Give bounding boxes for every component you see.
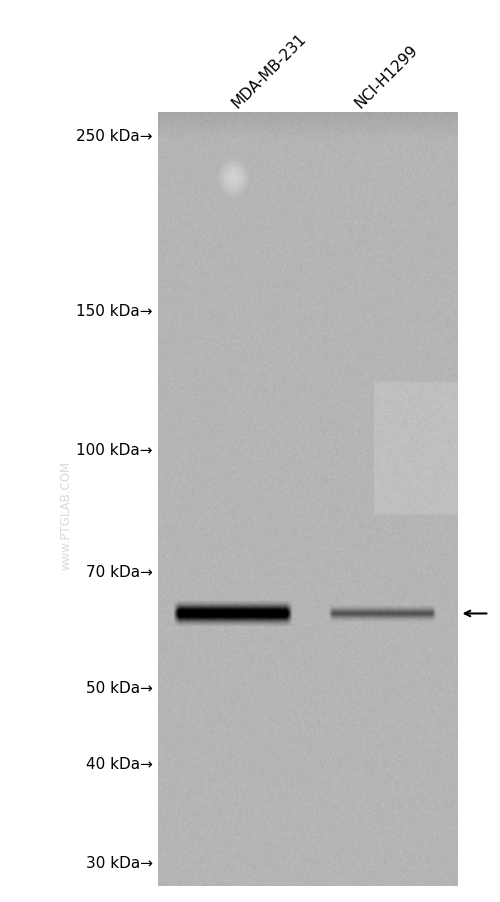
Text: 70 kDa→: 70 kDa→: [86, 565, 153, 580]
Text: 150 kDa→: 150 kDa→: [76, 303, 153, 318]
Text: 30 kDa→: 30 kDa→: [86, 855, 153, 870]
Text: NCI-H1299: NCI-H1299: [352, 41, 422, 111]
Text: 100 kDa→: 100 kDa→: [76, 443, 153, 457]
Text: MDA-MB-231: MDA-MB-231: [230, 31, 310, 111]
Text: 40 kDa→: 40 kDa→: [86, 757, 153, 771]
Text: 50 kDa→: 50 kDa→: [86, 680, 153, 695]
Text: www.PTGLAB.COM: www.PTGLAB.COM: [60, 460, 72, 569]
Text: 250 kDa→: 250 kDa→: [76, 128, 153, 143]
